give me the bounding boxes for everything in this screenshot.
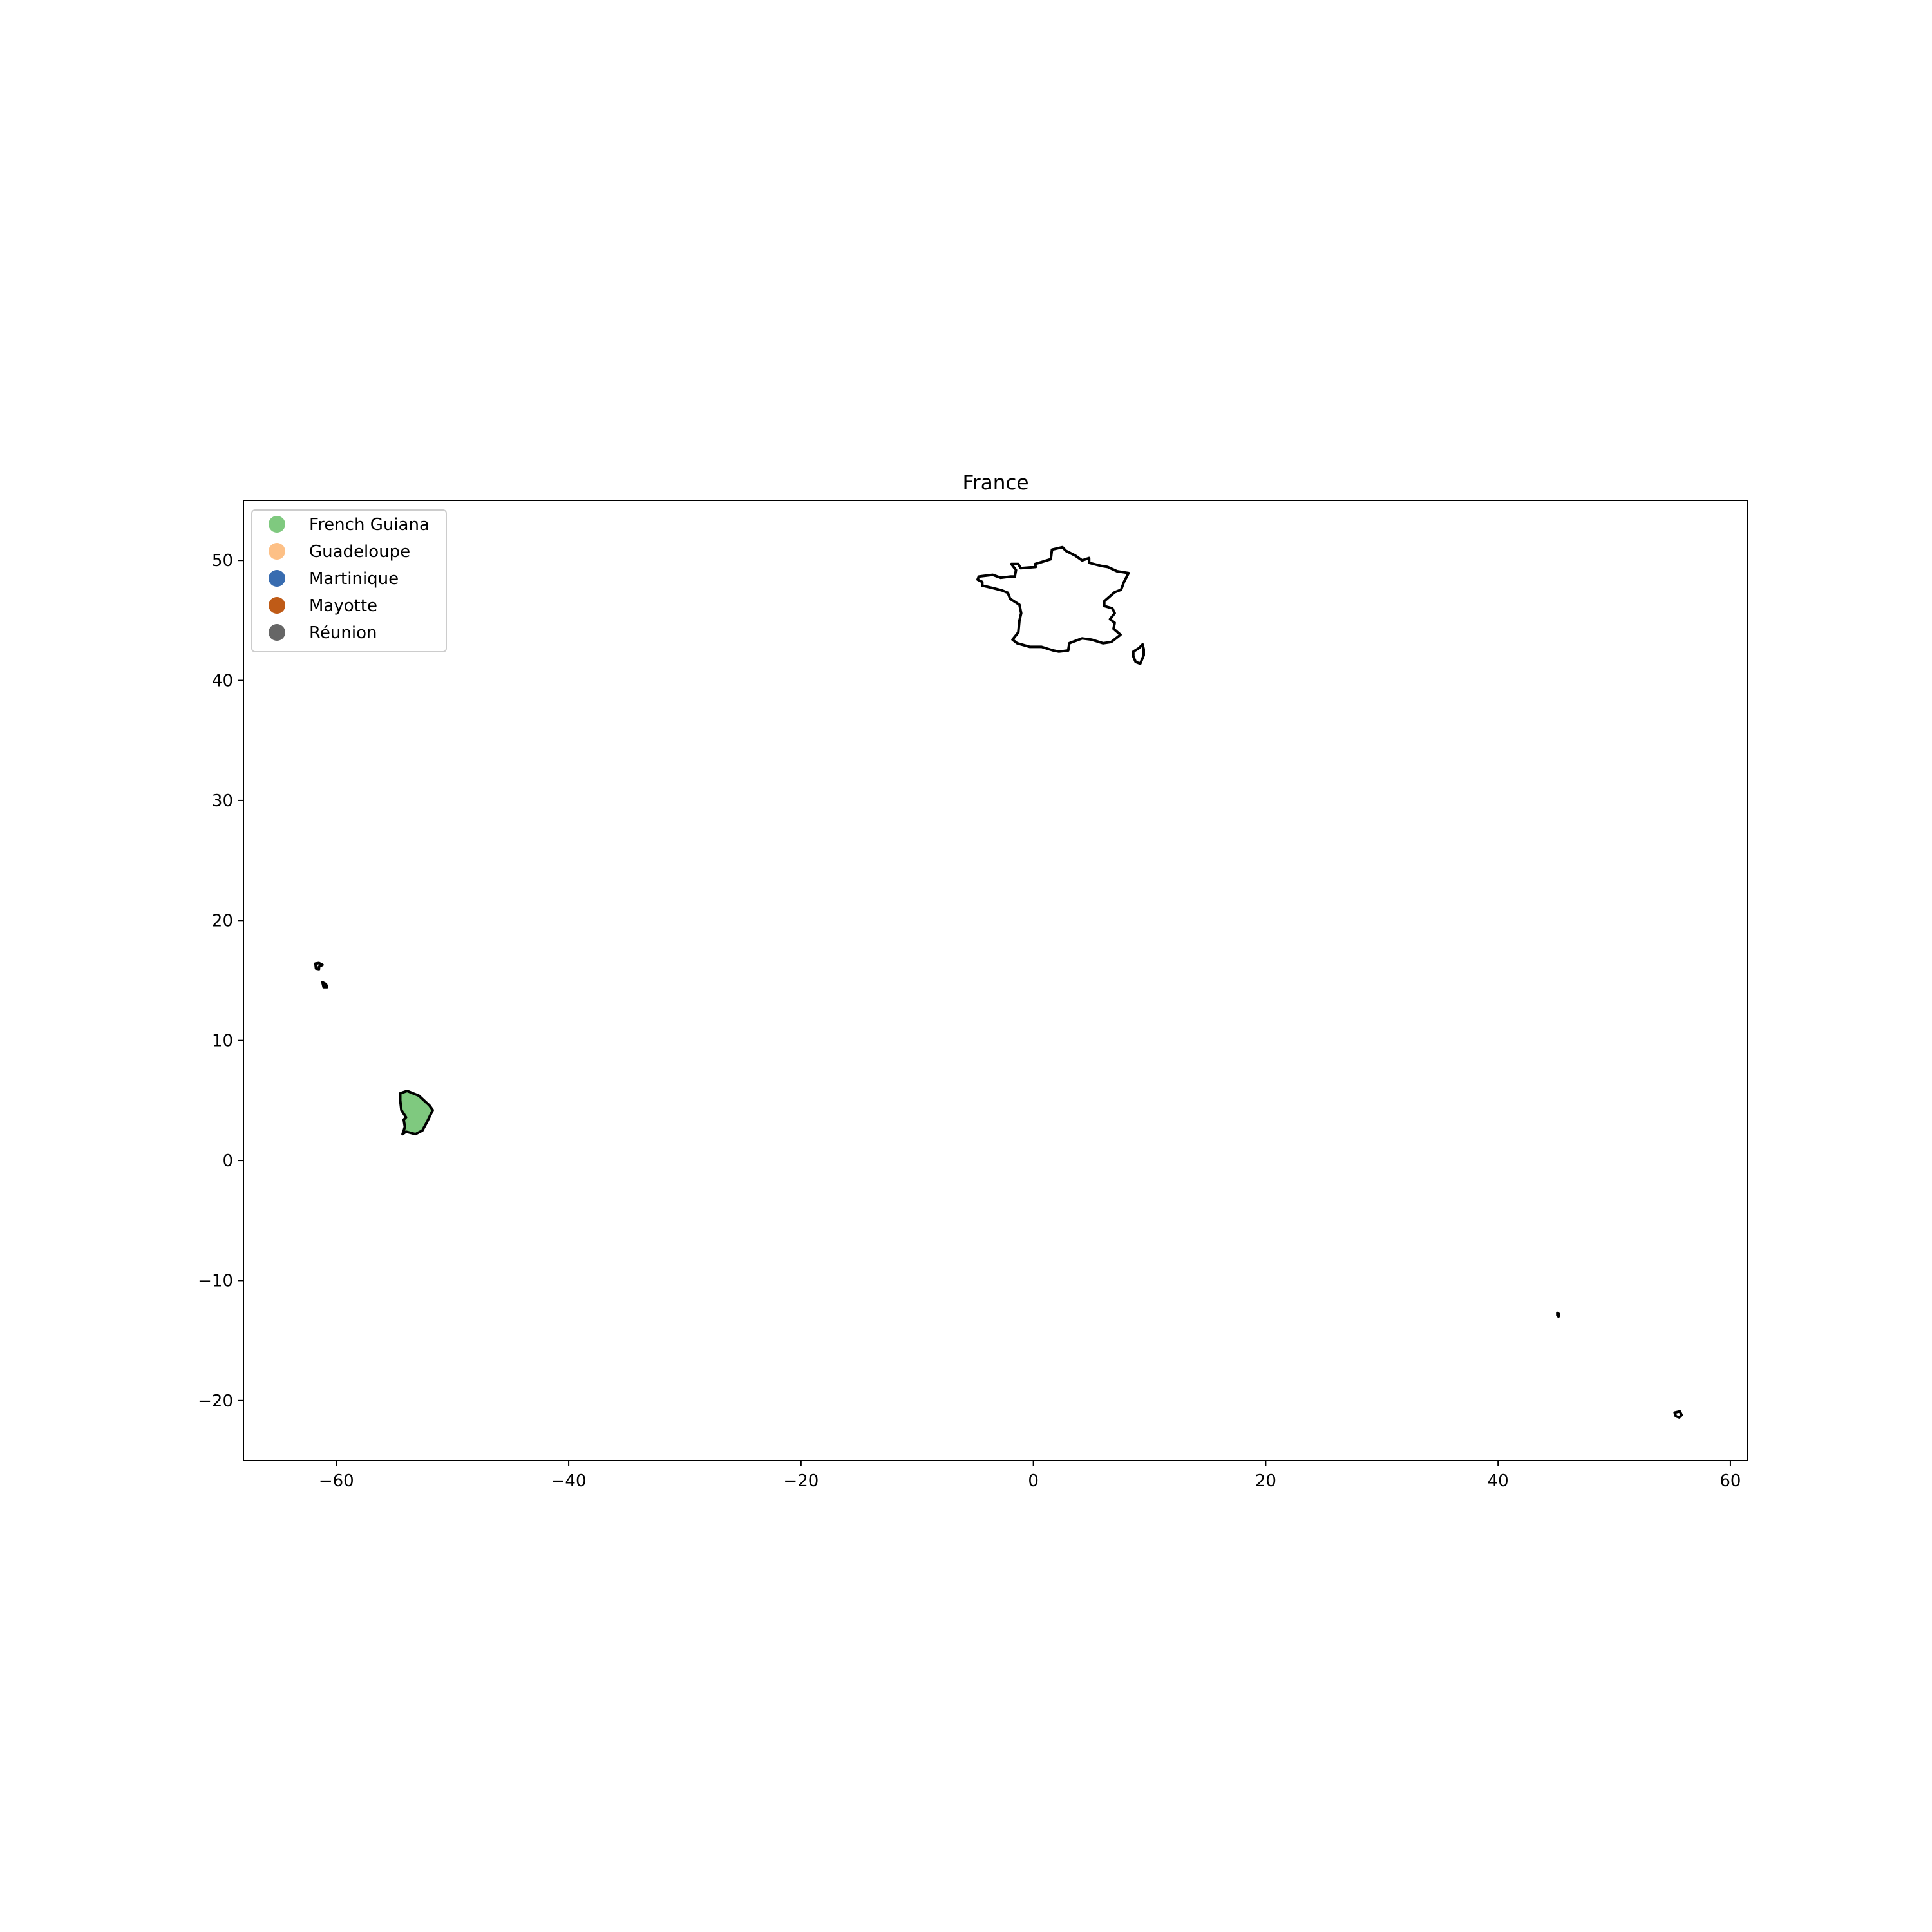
region-french-guiana bbox=[399, 1090, 434, 1136]
y-tick-label: 30 bbox=[212, 791, 233, 811]
legend-marker bbox=[269, 543, 285, 560]
x-axis: −60 −40 −20 0 20 40 60 bbox=[319, 1461, 1741, 1491]
regions-layer bbox=[314, 545, 1683, 1419]
legend-label: Mayotte bbox=[309, 596, 377, 616]
legend-label: French Guiana bbox=[309, 515, 430, 535]
legend-label: Guadeloupe bbox=[309, 542, 410, 562]
legend: French Guiana Guadeloupe Martinique Mayotte… bbox=[251, 509, 447, 652]
legend-items: French Guiana Guadeloupe Martinique Mayotte… bbox=[269, 515, 430, 643]
legend-marker bbox=[269, 570, 285, 587]
axes-frame bbox=[243, 500, 1748, 1461]
y-tick-label: 20 bbox=[212, 911, 233, 931]
x-tick-label: 60 bbox=[1719, 1472, 1741, 1491]
y-axis: 50 40 30 20 10 0 −10 −20 bbox=[198, 551, 243, 1411]
legend-marker bbox=[269, 516, 285, 533]
x-tick-label: 0 bbox=[1028, 1472, 1039, 1491]
x-tick-label: −60 bbox=[319, 1472, 354, 1491]
y-tick-label: 40 bbox=[212, 672, 233, 691]
x-tick-label: −40 bbox=[551, 1472, 587, 1491]
legend-box bbox=[251, 509, 447, 652]
x-tick-label: 20 bbox=[1255, 1472, 1276, 1491]
region-guadeloupe bbox=[314, 961, 324, 971]
legend-label: Martinique bbox=[309, 569, 399, 589]
region-reunion bbox=[1673, 1410, 1683, 1419]
region-corsica bbox=[1132, 643, 1145, 665]
region-metropolitan-france bbox=[976, 545, 1130, 653]
x-tick-label: 40 bbox=[1488, 1472, 1509, 1491]
y-tick-label: 10 bbox=[212, 1032, 233, 1051]
legend-marker bbox=[269, 624, 285, 641]
legend-marker bbox=[269, 597, 285, 614]
y-tick-label: −10 bbox=[198, 1271, 233, 1291]
x-tick-label: −20 bbox=[783, 1472, 819, 1491]
region-mayotte bbox=[1556, 1311, 1560, 1318]
y-tick-label: −20 bbox=[198, 1392, 233, 1411]
y-tick-label: 0 bbox=[222, 1151, 233, 1171]
map-title: France bbox=[962, 471, 1028, 495]
y-tick-label: 50 bbox=[212, 551, 233, 571]
region-martinique bbox=[321, 981, 328, 989]
legend-label: Réunion bbox=[309, 623, 377, 643]
